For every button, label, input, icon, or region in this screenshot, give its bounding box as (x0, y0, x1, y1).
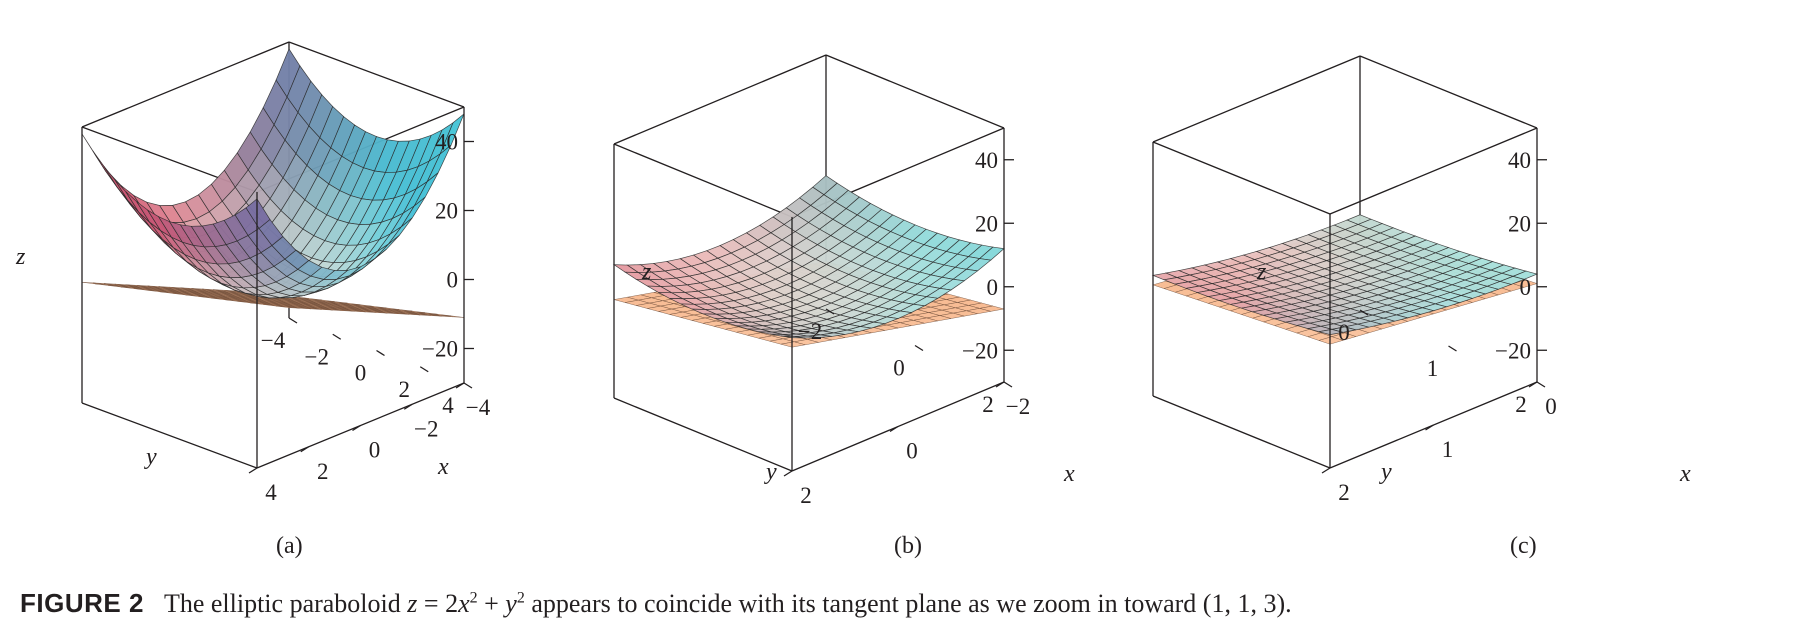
panel-b-x-axis-label: x (1063, 461, 1075, 487)
x-tick-label: 2 (317, 459, 329, 484)
z-tick-label: −20 (1495, 338, 1531, 363)
caption-tail: appears to coincide with its tangent pla… (531, 589, 1292, 618)
z-tick-label: 40 (975, 148, 998, 173)
panel-c-x-axis-label: x (1679, 461, 1691, 487)
y-tick-label: 2 (982, 392, 994, 417)
panel-a-paraboloid-surface (81, 48, 465, 299)
figure-caption: FIGURE 2 The elliptic paraboloid z = 2x2… (20, 588, 1292, 619)
y-tick-label: 4 (442, 393, 454, 418)
panel-c-paraboloid-surface (1151, 214, 1539, 336)
y-tick-label: −2 (798, 319, 822, 344)
panel-c-axis-ticks: 40 20 0 −20 0 1 2 2 1 0 (1321, 148, 1557, 505)
y-tick-label: 0 (355, 361, 367, 386)
x-tick-label: −2 (414, 416, 438, 441)
caption-lead: The elliptic paraboloid (163, 589, 401, 618)
panel-c-box-back (1152, 55, 1538, 310)
panel-c-label: (c) (1510, 533, 1537, 559)
x-tick-label: −2 (1006, 394, 1030, 419)
x-tick-label: 0 (1545, 394, 1557, 419)
equation-var-y: y (505, 589, 517, 618)
equation-plus: + (484, 589, 499, 618)
figure-number: FIGURE 2 (20, 588, 144, 618)
equation-lhs: z (407, 589, 418, 618)
y-tick-label: 0 (1338, 320, 1350, 345)
y-tick-label: 2 (1515, 392, 1527, 417)
z-tick-label: −20 (422, 337, 458, 362)
panel-c-y-axis-label: y (1379, 459, 1392, 485)
x-tick-label: 2 (800, 483, 812, 508)
y-tick-label: 0 (893, 356, 905, 381)
z-tick-label: 40 (435, 130, 458, 155)
z-tick-label: 20 (975, 211, 998, 236)
panel-b-z-axis-label: z (641, 259, 652, 285)
caption-equation: z = 2x2 + y2 (407, 589, 525, 618)
y-tick-label: 2 (399, 377, 411, 402)
z-tick-label: 0 (987, 275, 999, 300)
panel-b-label: (b) (894, 533, 922, 559)
panel-a-y-axis-label: y (144, 444, 157, 470)
z-tick-label: −20 (962, 338, 998, 363)
z-tick-label: 0 (1520, 275, 1532, 300)
panel-a-label: (a) (276, 533, 303, 559)
equation-exp-x: 2 (469, 589, 478, 607)
x-tick-label: 0 (906, 439, 918, 464)
panel-c-box-front (1152, 128, 1538, 469)
equation-exp-y: 2 (516, 589, 525, 607)
x-tick-label: 1 (1442, 437, 1454, 462)
equation-var-x: x (458, 589, 470, 618)
panel-a-x-axis-label: x (437, 454, 449, 480)
z-tick-label: 40 (1508, 148, 1531, 173)
equation-coefficient: 2 (445, 589, 459, 618)
y-tick-label: 1 (1427, 356, 1439, 381)
x-tick-label: −4 (466, 395, 491, 420)
z-tick-label: 0 (447, 268, 459, 293)
panel-b-box-front (613, 128, 1005, 472)
x-tick-label: 2 (1338, 480, 1350, 505)
y-tick-label: −4 (261, 328, 286, 353)
panel-c-z-axis-label: z (1256, 259, 1267, 285)
panel-a-z-axis-label: z (15, 244, 26, 270)
z-tick-label: 20 (1508, 211, 1531, 236)
panel-b-y-axis-label: y (764, 459, 777, 485)
x-tick-label: 0 (369, 438, 381, 463)
y-tick-label: −2 (305, 344, 329, 369)
z-tick-label: 20 (435, 199, 458, 224)
x-tick-label: 4 (265, 480, 277, 505)
panel-c: 40 20 0 −20 0 1 2 2 1 0 z y x (c) (1151, 55, 1691, 559)
